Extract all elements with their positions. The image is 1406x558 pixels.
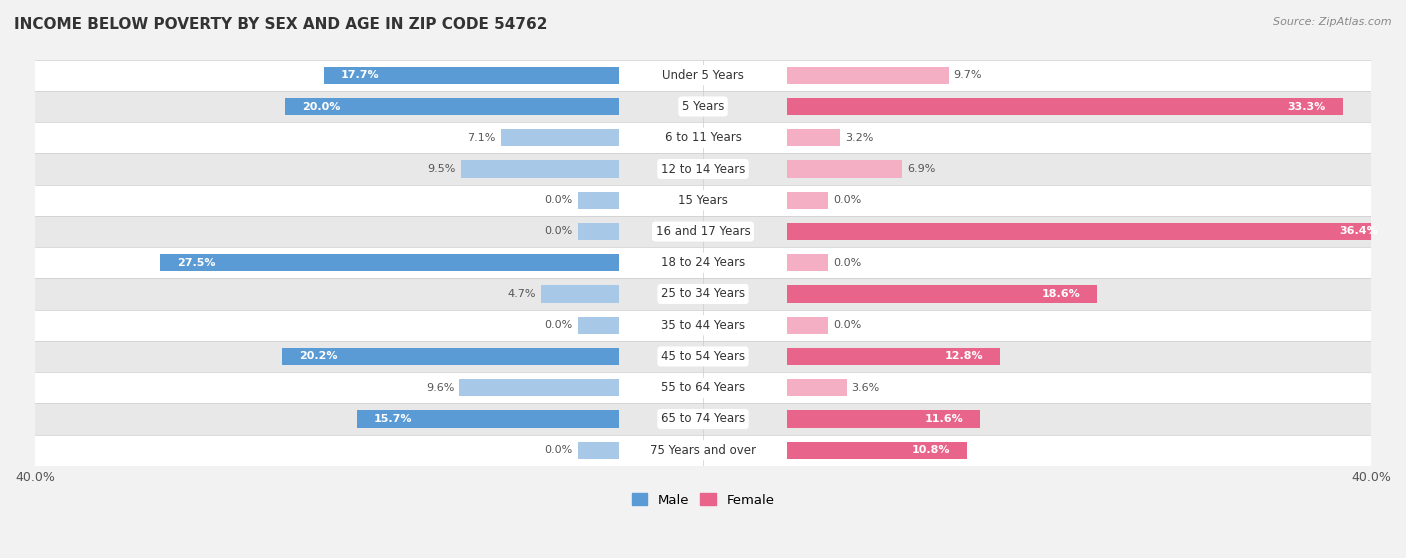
Bar: [578, 316, 620, 334]
Bar: [35, 310, 1371, 341]
Bar: [541, 285, 620, 302]
Bar: [786, 441, 967, 459]
Text: 65 to 74 Years: 65 to 74 Years: [661, 412, 745, 425]
Text: Source: ZipAtlas.com: Source: ZipAtlas.com: [1274, 17, 1392, 27]
Text: 17.7%: 17.7%: [340, 70, 380, 80]
Bar: [285, 98, 620, 115]
Text: 7.1%: 7.1%: [468, 133, 496, 143]
Text: 75 Years and over: 75 Years and over: [650, 444, 756, 456]
Bar: [578, 223, 620, 240]
Bar: [35, 122, 1371, 153]
Bar: [786, 129, 839, 146]
Text: 6.9%: 6.9%: [907, 164, 935, 174]
Text: 12.8%: 12.8%: [945, 352, 984, 362]
Text: 0.0%: 0.0%: [834, 320, 862, 330]
Text: 9.7%: 9.7%: [953, 70, 981, 80]
Bar: [35, 372, 1371, 403]
Bar: [35, 403, 1371, 435]
Text: 20.0%: 20.0%: [302, 102, 340, 112]
Text: 0.0%: 0.0%: [544, 195, 572, 205]
Bar: [786, 191, 828, 209]
Bar: [578, 441, 620, 459]
Text: 4.7%: 4.7%: [508, 289, 536, 299]
Text: 27.5%: 27.5%: [177, 258, 215, 268]
Bar: [786, 160, 901, 177]
Bar: [357, 410, 620, 427]
Bar: [35, 216, 1371, 247]
Bar: [786, 285, 1097, 302]
Text: 11.6%: 11.6%: [925, 414, 963, 424]
Text: 15.7%: 15.7%: [374, 414, 412, 424]
Text: 36.4%: 36.4%: [1339, 227, 1378, 237]
Text: 15 Years: 15 Years: [678, 194, 728, 207]
Text: 45 to 54 Years: 45 to 54 Years: [661, 350, 745, 363]
Text: 10.8%: 10.8%: [911, 445, 950, 455]
Bar: [786, 410, 980, 427]
Bar: [786, 98, 1343, 115]
Text: 0.0%: 0.0%: [834, 195, 862, 205]
Text: 0.0%: 0.0%: [544, 445, 572, 455]
Bar: [461, 160, 620, 177]
Text: 0.0%: 0.0%: [834, 258, 862, 268]
Text: 0.0%: 0.0%: [544, 227, 572, 237]
Legend: Male, Female: Male, Female: [626, 488, 780, 512]
Text: 9.6%: 9.6%: [426, 383, 454, 393]
Bar: [323, 66, 620, 84]
Text: 3.6%: 3.6%: [852, 383, 880, 393]
Bar: [35, 153, 1371, 185]
Text: 55 to 64 Years: 55 to 64 Years: [661, 381, 745, 394]
Text: 20.2%: 20.2%: [299, 352, 337, 362]
Bar: [283, 348, 620, 365]
Text: 25 to 34 Years: 25 to 34 Years: [661, 287, 745, 301]
Bar: [35, 341, 1371, 372]
Bar: [578, 191, 620, 209]
Bar: [786, 223, 1395, 240]
Bar: [35, 91, 1371, 122]
Bar: [786, 348, 1000, 365]
Bar: [35, 278, 1371, 310]
Text: 18 to 24 Years: 18 to 24 Years: [661, 256, 745, 270]
Bar: [160, 254, 620, 271]
Bar: [35, 60, 1371, 91]
Text: 6 to 11 Years: 6 to 11 Years: [665, 131, 741, 145]
Text: 5 Years: 5 Years: [682, 100, 724, 113]
Bar: [786, 316, 828, 334]
Bar: [460, 379, 620, 396]
Text: 9.5%: 9.5%: [427, 164, 456, 174]
Text: 0.0%: 0.0%: [544, 320, 572, 330]
Bar: [786, 254, 828, 271]
Bar: [35, 247, 1371, 278]
Text: 16 and 17 Years: 16 and 17 Years: [655, 225, 751, 238]
Bar: [35, 185, 1371, 216]
Text: 33.3%: 33.3%: [1288, 102, 1326, 112]
Text: 3.2%: 3.2%: [845, 133, 873, 143]
Text: INCOME BELOW POVERTY BY SEX AND AGE IN ZIP CODE 54762: INCOME BELOW POVERTY BY SEX AND AGE IN Z…: [14, 17, 547, 32]
Bar: [35, 435, 1371, 466]
Bar: [786, 66, 949, 84]
Text: 18.6%: 18.6%: [1042, 289, 1080, 299]
Text: Under 5 Years: Under 5 Years: [662, 69, 744, 82]
Bar: [501, 129, 620, 146]
Text: 35 to 44 Years: 35 to 44 Years: [661, 319, 745, 332]
Text: 12 to 14 Years: 12 to 14 Years: [661, 162, 745, 176]
Bar: [786, 379, 846, 396]
